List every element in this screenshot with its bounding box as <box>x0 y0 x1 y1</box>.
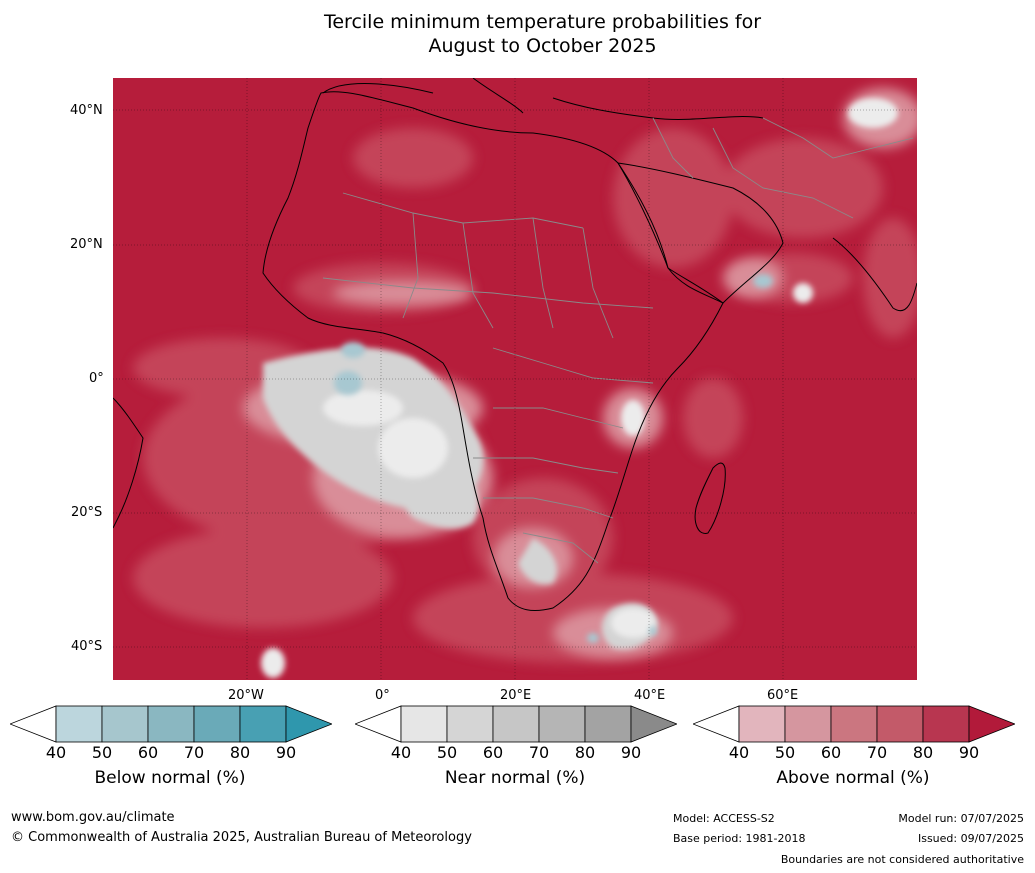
near-colorbar-high-extend <box>630 705 677 743</box>
near-colorbar-segment <box>400 705 448 743</box>
coastlines <box>113 78 917 611</box>
near-colorbar-tick-label: 70 <box>528 743 550 762</box>
near-colorbar-segment <box>584 705 632 743</box>
footer-model: Model: ACCESS-S2 <box>673 812 775 825</box>
lon-label-40e: 40°E <box>634 688 666 703</box>
near-colorbar-segment <box>538 705 586 743</box>
below-colorbar-tick-label: 60 <box>137 743 159 762</box>
near-colorbar-tick-label: 50 <box>436 743 458 762</box>
below-colorbar-segment <box>239 705 287 743</box>
near-colorbar-tick-label: 60 <box>482 743 504 762</box>
lat-label-40n: 40°N <box>70 103 103 118</box>
below-colorbar-low-extend <box>10 705 57 743</box>
below-colorbar-tick-label: 50 <box>91 743 113 762</box>
title-line-1: Tercile minimum temperature probabilitie… <box>323 11 762 33</box>
map-title: Tercile minimum temperature probabilitie… <box>0 10 1035 58</box>
footer-copyright: © Commonwealth of Australia 2025, Austra… <box>11 830 472 845</box>
near-colorbar-low-extend <box>355 705 402 743</box>
below-colorbar-tick-label: 80 <box>229 743 251 762</box>
above-colorbar-segment <box>830 705 878 743</box>
colorbar-near-normal <box>355 705 677 743</box>
above-colorbar-segment <box>922 705 970 743</box>
lat-label-40s: 40°S <box>71 639 103 654</box>
near-colorbar-segment <box>446 705 494 743</box>
footer-disclaimer: Boundaries are not considered authoritat… <box>780 853 1024 866</box>
below-colorbar-segment <box>147 705 195 743</box>
near-normal-light-areas <box>261 98 898 678</box>
above-colorbar-tick-label: 80 <box>912 743 934 762</box>
footer-base-period: Base period: 1981-2018 <box>673 832 806 845</box>
above-colorbar-tick-label: 70 <box>866 743 888 762</box>
below-colorbar-high-extend <box>285 705 332 743</box>
lon-label-60e: 60°E <box>767 688 799 703</box>
footer-model-run: Model run: 07/07/2025 <box>898 812 1024 825</box>
above-colorbar-tick-label: 40 <box>728 743 750 762</box>
lat-label-20n: 20°N <box>70 237 103 252</box>
below-colorbar-segment <box>101 705 149 743</box>
colorbar-below-label: Below normal (%) <box>94 768 246 788</box>
below-colorbar-segment <box>193 705 241 743</box>
colorbar-below-normal <box>10 705 332 743</box>
lat-label-0: 0° <box>89 371 104 386</box>
lon-label-20w: 20°W <box>228 688 264 703</box>
gridlines <box>113 78 917 680</box>
near-colorbar-segment <box>492 705 540 743</box>
below-colorbar-tick-label: 70 <box>183 743 205 762</box>
above-colorbar-segment <box>738 705 786 743</box>
above-colorbar-tick-label: 60 <box>820 743 842 762</box>
below-colorbar-tick-label: 90 <box>275 743 297 762</box>
probability-map <box>113 78 917 680</box>
below-colorbar-tick-label: 40 <box>45 743 67 762</box>
title-line-2: August to October 2025 <box>428 35 657 57</box>
lon-label-0: 0° <box>375 688 390 703</box>
above-colorbar-tick-label: 90 <box>958 743 980 762</box>
above-colorbar-high-extend <box>968 705 1015 743</box>
below-colorbar-segment <box>55 705 103 743</box>
lat-label-20s: 20°S <box>71 505 103 520</box>
lon-label-20e: 20°E <box>500 688 532 703</box>
country-borders <box>322 117 914 564</box>
footer-issued: Issued: 09/07/2025 <box>917 832 1024 845</box>
footer-website: www.bom.gov.au/climate <box>11 810 175 825</box>
below-normal-spots <box>334 274 773 643</box>
colorbar-above-label: Above normal (%) <box>776 768 930 788</box>
near-colorbar-tick-label: 80 <box>574 743 596 762</box>
near-colorbar-tick-label: 90 <box>620 743 642 762</box>
above-colorbar-low-extend <box>693 705 740 743</box>
above-colorbar-tick-label: 50 <box>774 743 796 762</box>
colorbar-above-normal <box>693 705 1015 743</box>
near-colorbar-tick-label: 40 <box>390 743 412 762</box>
above-colorbar-segment <box>784 705 832 743</box>
above-colorbar-segment <box>876 705 924 743</box>
colorbar-near-label: Near normal (%) <box>444 768 586 788</box>
